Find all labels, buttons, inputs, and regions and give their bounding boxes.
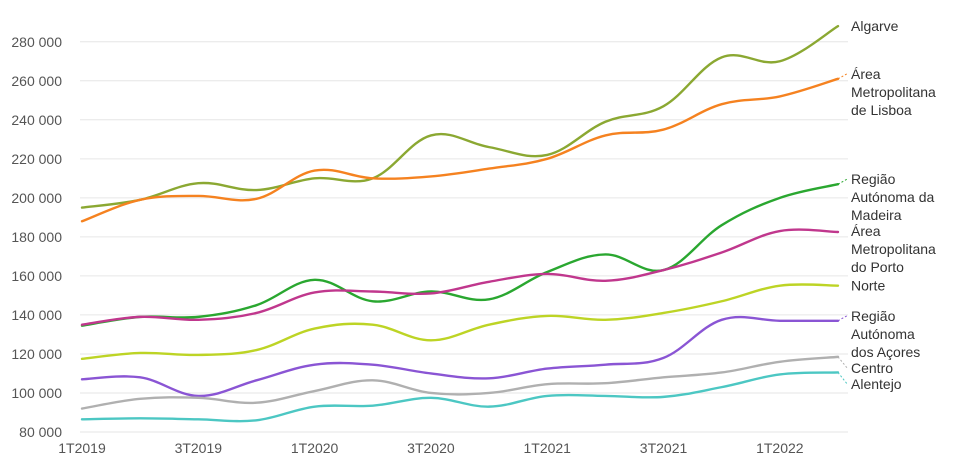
x-tick-label: 1T2020 — [291, 440, 339, 456]
y-tick-label: 140 000 — [11, 307, 62, 323]
legend-label-line: Região — [851, 171, 896, 187]
series-line-8 — [80, 371, 840, 423]
legend-connector — [837, 315, 848, 322]
legend-label: Algarve — [851, 18, 899, 34]
series-line-4 — [80, 228, 840, 326]
legend-label-line: Algarve — [851, 18, 899, 34]
legend-label: Alentejo — [851, 376, 902, 392]
legend-label-line: do Porto — [851, 259, 904, 275]
series-line-7 — [80, 355, 840, 410]
series-line-5 — [80, 283, 840, 361]
y-tick-label: 100 000 — [11, 385, 62, 401]
y-axis: 80 000 100 000 120 000 140 000 160 000 180 00… — [11, 34, 62, 440]
y-tick-label: 220 000 — [11, 151, 62, 167]
legend-connector — [837, 178, 848, 185]
legend-label: Norte — [851, 278, 885, 294]
legend-label-line: Centro — [851, 360, 893, 376]
y-tick-label: 80 000 — [19, 424, 62, 440]
legend-label-line: Metropolitana — [851, 84, 936, 100]
x-tick-label: 3T2020 — [407, 440, 455, 456]
legend-label-line: de Lisboa — [851, 102, 912, 118]
x-tick-label: 3T2021 — [640, 440, 688, 456]
legend-label-line: Norte — [851, 278, 885, 294]
y-tick-label: 240 000 — [11, 112, 62, 128]
legend-label: Área Metropolitana do Porto — [851, 223, 936, 275]
chart-grid — [80, 41, 848, 433]
y-tick-label: 160 000 — [11, 268, 62, 284]
series-legend: Algarve Área Metropolitana de Lisboa Região A… — [837, 18, 936, 392]
y-tick-label: 200 000 — [11, 190, 62, 206]
legend-label-line: Área — [851, 223, 881, 239]
series-line-2 — [80, 77, 840, 223]
x-tick-label: 1T2021 — [523, 440, 571, 456]
legend-label: Centro — [851, 360, 893, 376]
x-tick-label: 1T2022 — [756, 440, 804, 456]
legend-label-line: Área — [851, 66, 881, 82]
legend-label-line: Alentejo — [851, 376, 902, 392]
legend-connector — [837, 372, 848, 385]
y-tick-label: 180 000 — [11, 229, 62, 245]
y-tick-label: 120 000 — [11, 346, 62, 362]
legend-connector — [837, 356, 848, 369]
x-axis: 1T2019 3T2019 1T2020 3T2020 1T2021 3T2021 1T20… — [58, 440, 804, 456]
x-tick-label: 1T2019 — [58, 440, 106, 456]
x-tick-label: 3T2019 — [175, 440, 223, 456]
series-line-3 — [80, 182, 840, 327]
legend-label-line: Metropolitana — [851, 241, 936, 257]
series-line-1 — [80, 24, 840, 209]
legend-connector — [837, 73, 848, 80]
series-lines — [80, 24, 840, 423]
y-tick-label: 280 000 — [11, 34, 62, 50]
legend-label: Área Metropolitana de Lisboa — [851, 66, 936, 118]
legend-label: Região Autónoma dos Açores — [851, 308, 920, 360]
legend-label-line: Autónoma — [851, 326, 915, 342]
series-line-6 — [80, 315, 840, 398]
legend-label: Região Autónoma da Madeira — [851, 171, 934, 223]
legend-label-line: Madeira — [851, 207, 902, 223]
legend-label-line: dos Açores — [851, 344, 920, 360]
legend-label-line: Autónoma da — [851, 189, 934, 205]
y-tick-label: 260 000 — [11, 73, 62, 89]
legend-label-line: Região — [851, 308, 896, 324]
